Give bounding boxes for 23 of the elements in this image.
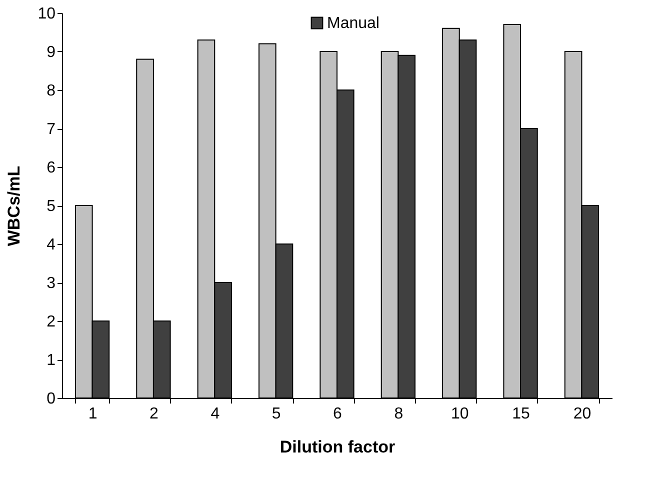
y-tick-label: 3	[46, 275, 56, 292]
x-tick-label: 8	[394, 406, 404, 422]
x-axis-title: Dilution factor	[280, 438, 396, 456]
x-tick-label: 20	[573, 406, 592, 422]
y-tick-label: 2	[46, 314, 56, 330]
y-tick-label: 10	[38, 6, 56, 22]
x-tick-label: 6	[333, 406, 342, 422]
y-tick-label: 4	[46, 236, 56, 254]
y-tick-label: 9	[46, 44, 56, 61]
y-tick-label: 1	[46, 352, 56, 369]
y-tick-label: 8	[46, 82, 56, 100]
x-tick-label: 10	[450, 406, 469, 422]
x-tick-label: 2	[150, 406, 159, 422]
x-tick-label: 4	[210, 406, 220, 422]
y-tick-label: 6	[46, 160, 56, 176]
y-tick-label: 7	[46, 121, 56, 138]
x-tick-label: 5	[272, 406, 281, 422]
x-tick-label: 1	[88, 406, 98, 422]
y-tick-label: 5	[46, 198, 56, 215]
y-tick-label: 0	[46, 390, 56, 408]
legend-label: Manual	[327, 15, 380, 32]
y-axis-title: WBCs/mL	[4, 166, 24, 246]
x-tick-label: 15	[512, 406, 530, 422]
